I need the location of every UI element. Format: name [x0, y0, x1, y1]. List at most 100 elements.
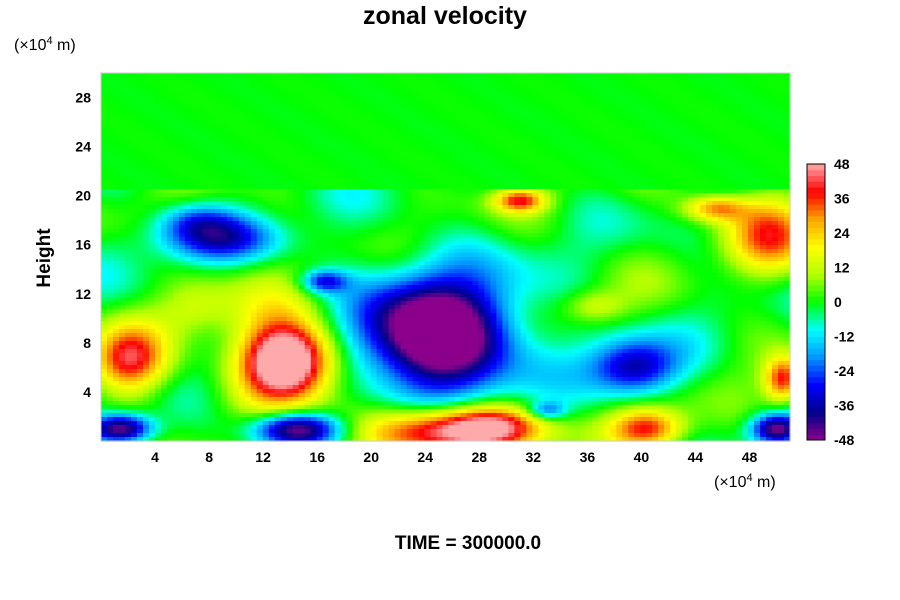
heatmap-cell	[586, 93, 593, 98]
heatmap-cell	[478, 241, 486, 246]
heatmap-cell	[754, 129, 761, 134]
heatmap-cell	[112, 81, 120, 86]
heatmap-cell	[172, 93, 180, 98]
heatmap-cell	[430, 217, 438, 222]
heatmap-cell	[478, 169, 486, 174]
heatmap-cell	[316, 189, 324, 194]
heatmap-cell	[568, 109, 575, 114]
heatmap-cell	[172, 73, 180, 78]
heatmap-cell	[772, 181, 779, 186]
heatmap-cell	[562, 185, 569, 190]
heatmap-cell	[634, 201, 641, 206]
heatmap-cell	[442, 117, 450, 122]
heatmap-cell	[580, 193, 587, 198]
heatmap-cell	[556, 225, 563, 230]
heatmap-cell	[556, 177, 563, 182]
heatmap-cell	[130, 173, 138, 178]
heatmap-cell	[766, 89, 773, 94]
heatmap-cell	[220, 221, 228, 226]
heatmap-cell	[460, 169, 468, 174]
heatmap-cell	[148, 117, 156, 122]
heatmap-cell	[130, 101, 138, 106]
heatmap-cell	[310, 169, 318, 174]
heatmap-cell	[484, 125, 492, 130]
heatmap-cell	[598, 133, 605, 138]
heatmap-cell	[562, 177, 569, 182]
heatmap-cell	[220, 193, 228, 198]
heatmap-cell	[280, 165, 288, 170]
heatmap-cell	[154, 101, 162, 106]
heatmap-cell	[748, 153, 755, 158]
heatmap-cell	[250, 117, 258, 122]
heatmap-cell	[610, 113, 617, 118]
heatmap-cell	[130, 229, 138, 234]
heatmap-cell	[244, 129, 252, 134]
heatmap-cell	[694, 217, 701, 222]
heatmap-cell	[112, 109, 120, 114]
heatmap-cell	[550, 141, 557, 146]
heatmap-cell	[160, 145, 168, 150]
heatmap-cell	[742, 141, 749, 146]
heatmap-cell	[304, 205, 312, 210]
heatmap-cell	[334, 245, 342, 250]
heatmap-cell	[244, 161, 252, 166]
heatmap-cell	[610, 149, 617, 154]
heatmap-cell	[232, 73, 240, 78]
heatmap-cell	[166, 129, 174, 134]
heatmap-cell	[442, 93, 450, 98]
heatmap-cell	[472, 213, 480, 218]
heatmap-cell	[478, 225, 486, 230]
heatmap-cell	[238, 201, 246, 206]
heatmap-cell	[124, 125, 132, 130]
heatmap-cell	[244, 197, 252, 202]
heatmap-cell	[736, 177, 743, 182]
heatmap-cell	[496, 201, 504, 206]
heatmap-cell	[160, 241, 168, 246]
heatmap-cell	[586, 237, 593, 242]
heatmap-cell	[226, 157, 234, 162]
heatmap-cell	[640, 145, 647, 150]
heatmap-cell	[670, 201, 677, 206]
heatmap-cell	[544, 141, 551, 146]
heatmap-cell	[322, 245, 330, 250]
heatmap-cell	[778, 189, 785, 194]
heatmap-cell	[580, 185, 587, 190]
heatmap-cell	[520, 129, 527, 134]
heatmap-cell	[232, 229, 240, 234]
heatmap-cell	[358, 233, 366, 238]
heatmap-cell	[400, 161, 408, 166]
heatmap-cell	[736, 173, 743, 178]
heatmap-cell	[346, 169, 354, 174]
heatmap-cell	[214, 241, 222, 246]
heatmap-cell	[640, 213, 647, 218]
heatmap-cell	[382, 197, 390, 202]
heatmap-cell	[502, 105, 510, 110]
heatmap-cell	[418, 217, 426, 222]
heatmap-cell	[778, 77, 785, 82]
heatmap-cell	[730, 185, 737, 190]
heatmap-cell	[196, 137, 204, 142]
heatmap-cell	[670, 209, 677, 214]
heatmap-cell	[778, 201, 785, 206]
heatmap-cell	[196, 89, 204, 94]
heatmap-cell	[160, 185, 168, 190]
heatmap-cell	[736, 121, 743, 126]
heatmap-cell	[298, 105, 306, 110]
heatmap-cell	[412, 233, 420, 238]
heatmap-cell	[160, 93, 168, 98]
heatmap-cell	[550, 101, 557, 106]
heatmap-cell	[154, 245, 162, 250]
heatmap-cell	[574, 177, 581, 182]
heatmap-cell	[394, 73, 402, 78]
heatmap-cell	[118, 73, 126, 78]
heatmap-cell	[364, 105, 372, 110]
heatmap-cell	[502, 185, 510, 190]
heatmap-cell	[298, 117, 306, 122]
heatmap-cell	[460, 165, 468, 170]
heatmap-cell	[532, 233, 539, 238]
heatmap-cell	[784, 165, 791, 170]
heatmap-cell	[352, 229, 360, 234]
heatmap-cell	[688, 145, 695, 150]
heatmap-cell	[136, 157, 144, 162]
heatmap-cell	[352, 81, 360, 86]
